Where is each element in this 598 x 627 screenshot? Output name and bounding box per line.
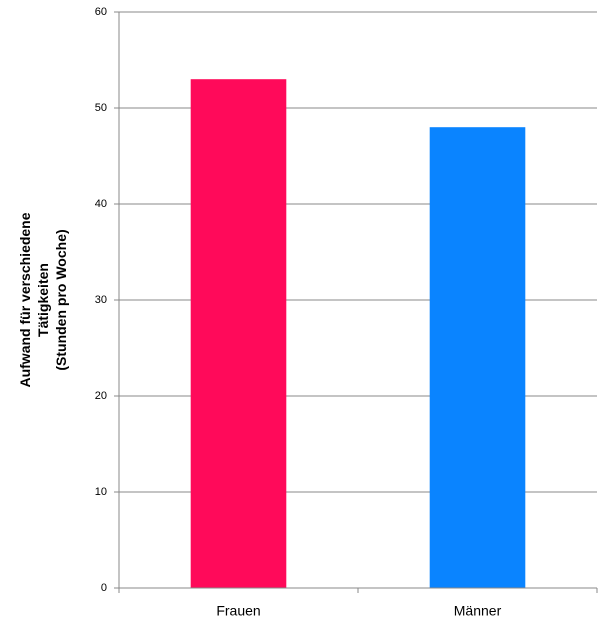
- y-tick-label: 20: [95, 390, 107, 402]
- y-tick-label: 40: [95, 198, 107, 210]
- y-tick-label: 50: [95, 102, 107, 114]
- y-axis-label-line: Tätigkeiten: [35, 263, 51, 337]
- y-tick-label: 60: [95, 6, 107, 18]
- y-axis-label-line: Aufwand für verschiedene: [17, 212, 33, 387]
- y-tick-label: 0: [101, 582, 107, 594]
- y-axis-label-line: (Stunden pro Woche): [53, 229, 69, 370]
- x-tick-label: Männer: [454, 603, 502, 619]
- bar: [190, 79, 287, 588]
- y-tick-label: 10: [95, 486, 107, 498]
- x-tick-label: Frauen: [216, 603, 260, 619]
- bar: [429, 127, 526, 588]
- y-axis-label: Aufwand für verschiedene Tätigkeiten (Stun…: [17, 212, 69, 387]
- y-tick-label: 30: [95, 294, 107, 306]
